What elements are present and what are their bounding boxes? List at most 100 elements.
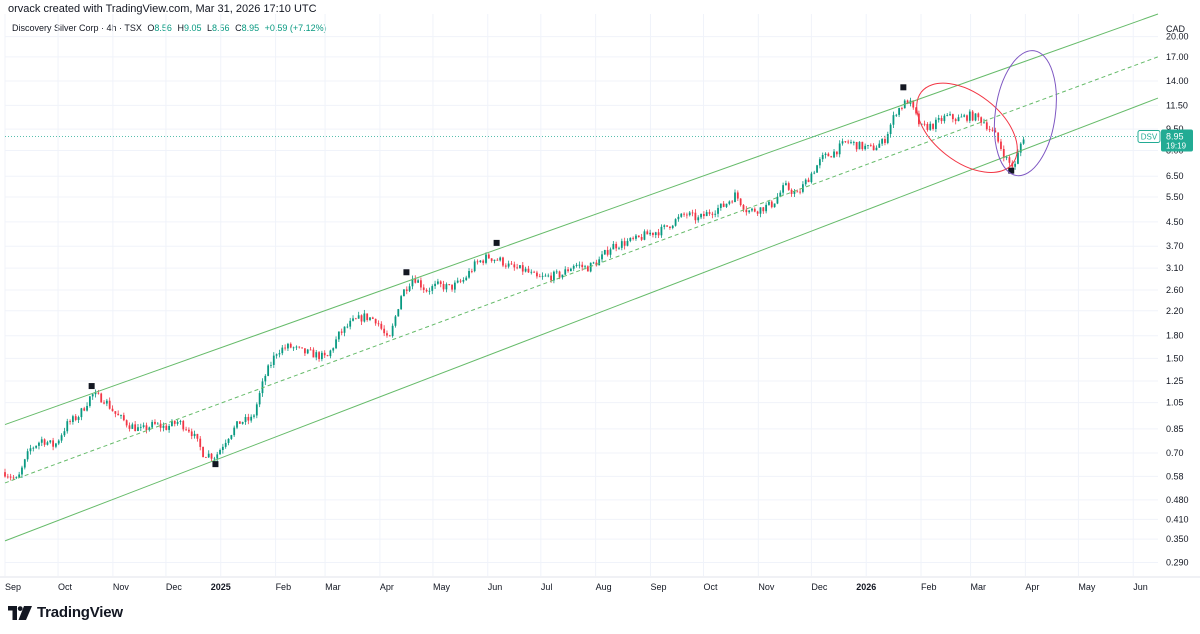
candle-body: [159, 423, 162, 428]
time-tick-label: May: [1078, 582, 1096, 592]
candle-body: [719, 203, 722, 208]
candle-body: [496, 259, 499, 261]
candle-body: [4, 472, 6, 477]
candle-body: [261, 381, 264, 394]
candle-body: [202, 446, 204, 458]
candle-body: [97, 392, 100, 394]
time-tick-label: Oct: [704, 582, 719, 592]
candle-body: [779, 192, 782, 197]
candle-body: [816, 165, 818, 173]
candle-body: [1002, 148, 1005, 158]
candle-body: [824, 153, 827, 156]
candle-body: [618, 247, 620, 249]
candle-body: [951, 114, 954, 120]
candle-body: [954, 119, 957, 122]
symbol-tag: [1137, 130, 1161, 144]
candle-body: [702, 213, 705, 217]
candle-body: [470, 271, 473, 272]
candle-body: [934, 119, 937, 129]
candle-body: [323, 352, 326, 356]
candle-body: [80, 408, 83, 418]
candle-body: [799, 191, 801, 193]
candle-body: [833, 151, 835, 158]
price-tick-label: 0.480: [1166, 495, 1189, 505]
price-tick-label: 6.50: [1166, 171, 1184, 181]
candle-body: [530, 271, 533, 273]
candle-body: [572, 265, 575, 269]
candle-body: [776, 196, 779, 204]
currency-label[interactable]: CAD: [1166, 24, 1186, 34]
candle-body: [926, 123, 929, 130]
candle-body: [57, 440, 60, 444]
candle-body: [974, 113, 977, 121]
candle-body: [465, 277, 468, 281]
candle-body: [459, 280, 462, 282]
symbol-title[interactable]: Discovery Silver Corp · 4h · TSX: [12, 23, 142, 33]
candle-body: [462, 280, 465, 282]
time-axis[interactable]: Sep Oct Nov Dec 2025 Feb Mar Apr May Jun Jul Aug Sep…: [0, 576, 1200, 592]
candle-body: [584, 266, 586, 268]
candle-body: [185, 429, 187, 431]
candle-body: [332, 348, 335, 351]
candle-body: [394, 316, 397, 326]
candle-body: [901, 108, 903, 109]
candle-body: [43, 439, 46, 445]
candle-body: [357, 315, 360, 319]
candle-body: [697, 217, 700, 221]
candle-body: [397, 309, 400, 317]
pivot-low-marker: [1008, 167, 1015, 174]
drawings[interactable]: [4, 13, 1159, 542]
candle-body: [12, 477, 15, 479]
candle-body: [677, 216, 680, 220]
candle-body: [21, 467, 23, 475]
candle-body: [787, 183, 790, 190]
candle-body: [343, 326, 346, 333]
candle-body: [609, 249, 612, 255]
candle-body: [253, 415, 255, 417]
tradingview-logo-icon: [8, 605, 32, 620]
candle-body: [569, 268, 572, 272]
candle-body: [142, 425, 145, 427]
candle-body: [601, 254, 603, 260]
candle-body: [216, 454, 219, 459]
candle-body: [77, 417, 80, 420]
candle-body: [360, 315, 363, 322]
candle-body: [575, 264, 578, 266]
tradingview-logo[interactable]: TradingView: [8, 604, 123, 621]
candle-body: [646, 231, 649, 235]
candle-body: [867, 145, 869, 146]
candle-body: [182, 421, 185, 430]
candle-body: [55, 443, 57, 447]
candle-body: [705, 212, 708, 217]
price-tick-label: 0.350: [1166, 534, 1189, 544]
candle-body: [352, 318, 354, 321]
candle-body: [371, 317, 374, 319]
candle-body: [957, 117, 960, 122]
candle-body: [920, 123, 923, 125]
candle-body: [493, 259, 496, 261]
candle-body: [437, 281, 439, 284]
candle-body: [654, 232, 657, 235]
candle-body: [219, 449, 221, 455]
candle-body: [26, 451, 29, 460]
chart-credit: orvack created with TradingView.com, Mar…: [8, 3, 317, 15]
candle-body: [275, 354, 278, 356]
candle-body: [482, 260, 485, 263]
candle-body: [255, 404, 258, 416]
candle-body: [241, 421, 244, 424]
candle-body: [69, 421, 71, 422]
price-axis[interactable]: 20.0017.0014.0011.509.508.006.505.504.50…: [1166, 32, 1189, 568]
candle-body: [521, 265, 524, 272]
pivot-low-marker: [212, 461, 219, 468]
candle-body: [615, 243, 618, 249]
candle-body: [507, 263, 510, 267]
candle-body: [131, 424, 134, 429]
candle-body: [247, 416, 250, 421]
candle-body: [994, 130, 997, 133]
time-tick-label: Oct: [58, 582, 73, 592]
price-tick-label: 4.50: [1166, 217, 1184, 227]
candle-body: [793, 191, 796, 194]
candle-body: [680, 213, 683, 217]
candle-body: [691, 212, 694, 214]
